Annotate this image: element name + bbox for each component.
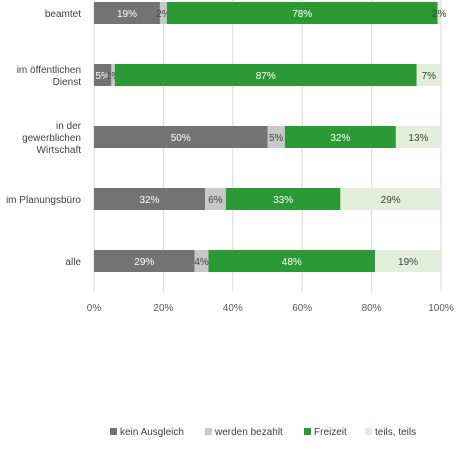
data-label: 2% (432, 9, 447, 20)
bar-segment (225, 188, 341, 210)
bar-segment (94, 2, 160, 24)
data-label: 6% (208, 195, 223, 206)
x-tick-label: 80% (362, 303, 382, 314)
data-label: 4% (194, 257, 209, 268)
category-label-line: alle (65, 257, 81, 268)
data-label: 19% (117, 9, 137, 20)
category-label-line: Wirtschaft (37, 145, 82, 156)
legend-item: teils, teils (365, 427, 416, 438)
category-label-line: gewerblichen (22, 133, 81, 144)
bar-segment (94, 250, 195, 272)
legend-swatch (205, 428, 212, 435)
category-label: alle (65, 257, 81, 268)
data-label: 2% (156, 9, 171, 20)
data-label: 29% (381, 195, 401, 206)
legend-label: werden bezahlt (214, 427, 283, 438)
bar-row: 19% 2% 78% 2% (94, 2, 447, 24)
legend-swatch (110, 428, 117, 435)
category-label-line: im öffentlichen (17, 65, 81, 76)
bar-segment (208, 250, 376, 272)
bar-segment (94, 64, 112, 86)
bar-row: 5%1% 87% 7% (94, 64, 441, 86)
x-tick-label: 40% (223, 303, 243, 314)
bar-row: 50% 5% 32% 13% (94, 126, 441, 148)
bar-segment (94, 188, 206, 210)
data-label: 5% (95, 71, 110, 82)
data-label: 87% (256, 71, 276, 82)
x-tick-label: 0% (87, 303, 102, 314)
data-label: 32% (330, 133, 350, 144)
data-label: 33% (273, 195, 293, 206)
bar-segment (375, 250, 441, 272)
x-tick-label: 20% (153, 303, 173, 314)
legend-item: kein Ausgleich (110, 427, 184, 438)
bar-segment (284, 126, 396, 148)
bar-segment (340, 188, 441, 210)
x-tick-label: 60% (292, 303, 312, 314)
legend-label: Freizeit (314, 427, 347, 438)
data-label: 78% (292, 9, 312, 20)
category-label: beamtet (45, 9, 81, 20)
legend: kein Ausgleich werden bezahlt Freizeit teil… (110, 427, 416, 438)
x-tick-label: 100% (428, 303, 454, 314)
legend-item: werden bezahlt (205, 427, 283, 438)
bar-row: 32% 6% 33% 29% (94, 188, 441, 210)
category-label-line: in der (56, 121, 82, 132)
bar-segment (416, 64, 441, 86)
legend-item: Freizeit (304, 427, 347, 438)
legend-label: kein Ausgleich (120, 427, 184, 438)
category-label-line: Dienst (53, 77, 82, 88)
bar-segment (194, 250, 209, 272)
bar-segment (94, 126, 268, 148)
category-label: im Planungsbüro (6, 195, 81, 206)
bar-segment (159, 2, 167, 24)
bar-segment (114, 64, 417, 86)
data-label: 29% (134, 257, 154, 268)
bar-segment (395, 126, 441, 148)
category-label-line: beamtet (45, 9, 81, 20)
data-label: 48% (282, 257, 302, 268)
bar-row: 29% 4% 48% 19% (94, 250, 441, 272)
bar-segment (205, 188, 226, 210)
category-label-line: im Planungsbüro (6, 195, 81, 206)
data-label: 19% (398, 257, 418, 268)
data-label: 50% (171, 133, 191, 144)
bar-segment (111, 64, 115, 86)
data-label: 32% (140, 195, 160, 206)
legend-swatch (304, 428, 311, 435)
data-label: 13% (408, 133, 428, 144)
bar-segment (437, 2, 441, 24)
bar-segment (166, 2, 438, 24)
bar-segment (267, 126, 285, 148)
data-label: 5% (269, 133, 284, 144)
legend-label: teils, teils (375, 427, 416, 438)
data-label: 1% (106, 71, 121, 82)
legend-swatch (365, 428, 372, 435)
data-label: 7% (422, 71, 437, 82)
